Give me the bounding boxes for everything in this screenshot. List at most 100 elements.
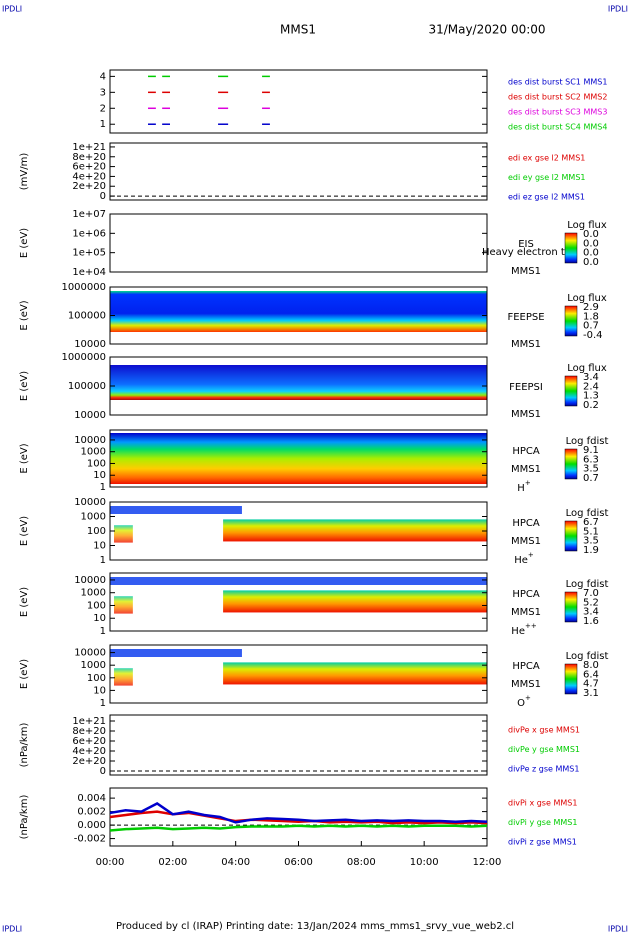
colorbar-title: Log flux	[567, 220, 607, 231]
corner-label: IPDLI	[608, 5, 628, 14]
y-tick-label: 1000	[81, 660, 106, 671]
x-tick-label: 02:00	[158, 857, 187, 868]
data-line	[109, 824, 488, 832]
y-axis-label: (mV/m)	[19, 153, 30, 191]
colorbar-tick-label: 5.2	[583, 597, 599, 608]
note: Heavy electron to	[482, 247, 571, 258]
species: H	[517, 483, 525, 494]
instrument-label: HPCA	[512, 661, 540, 672]
panel-frame	[109, 714, 488, 776]
species: He	[514, 555, 528, 566]
colorbar-title: Log fdist	[566, 651, 609, 662]
instrument-label: FEEPSE	[507, 312, 544, 323]
y-tick-label: 1e+04	[72, 267, 106, 278]
colorbar-tick-label: 0.0	[583, 257, 599, 268]
spacecraft-label: MMS1	[511, 679, 541, 690]
y-tick-label: 100	[87, 458, 106, 469]
y-tick-label: 1e+07	[72, 209, 106, 220]
x-tick-label: 12:00	[473, 857, 502, 868]
colorbar-tick-label: 8.0	[583, 660, 599, 671]
colorbar-tick-label: 5.1	[583, 526, 599, 537]
y-tick-label: 1000	[81, 447, 106, 458]
y-tick-label: 10000	[74, 410, 106, 421]
y-tick-label: 100000	[68, 381, 106, 392]
colorbar	[564, 232, 578, 264]
spacecraft-label: MMS1	[511, 409, 541, 420]
colorbar-tick-label: 9.1	[583, 445, 599, 456]
legend-entry: divPe z gse MMS1	[508, 765, 579, 774]
legend-entry: divPe x gse MMS1	[508, 726, 580, 735]
spectrum-band	[110, 365, 487, 400]
instrument-label: HPCA	[512, 446, 540, 457]
colorbar-tick-label: 2.9	[583, 302, 599, 313]
species-label: H+	[517, 479, 531, 494]
y-axis-label: (nPa/km)	[19, 795, 30, 840]
data-line	[109, 802, 488, 824]
colorbar	[564, 520, 578, 552]
colorbar-tick-label: 7.0	[583, 588, 599, 599]
legend-entry: des dist burst SC2 MMS2	[508, 93, 607, 102]
y-axis-label: (nPa/km)	[19, 723, 30, 768]
y-axis-label: E (eV)	[19, 587, 30, 617]
spectrum-band	[114, 668, 133, 686]
colorbar-tick-label: 3.4	[583, 372, 599, 383]
spectrum-band	[223, 590, 487, 613]
spectrum-band	[110, 291, 487, 332]
y-tick-label: 10000	[74, 648, 106, 659]
legend-entry: des dist burst SC3 MMS3	[508, 108, 607, 117]
spacecraft-label: MMS1	[511, 607, 541, 618]
y-axis-label: E (eV)	[19, 228, 30, 258]
y-tick-label: 100	[87, 673, 106, 684]
colorbar-tick-label: 0.7	[583, 473, 599, 484]
colorbar-tick-label: 0.0	[583, 229, 599, 240]
y-tick-label: 2	[100, 103, 106, 114]
y-tick-label: 100	[87, 600, 106, 611]
colorbar-tick-label: 3.5	[583, 536, 599, 547]
panel-frame	[109, 213, 488, 273]
colorbar-tick-label: 4.7	[583, 679, 599, 690]
y-tick-label: 1e+05	[72, 248, 106, 259]
instrument-label: HPCA	[512, 589, 540, 600]
legend-entry: des dist burst SC4 MMS4	[508, 123, 607, 132]
colorbar-title: Log flux	[567, 363, 607, 374]
spacecraft-label: MMS1	[511, 536, 541, 547]
charge: +	[528, 551, 534, 559]
species-label: He+	[514, 551, 534, 566]
colorbar-title: Log fdist	[566, 579, 609, 590]
legend-entry: divPi y gse MMS1	[508, 818, 577, 827]
corner-label: IPDLI	[2, 925, 22, 934]
y-tick-label: 3	[100, 87, 106, 98]
x-tick-label: 08:00	[347, 857, 376, 868]
colorbar	[564, 375, 578, 407]
legend-entry: edi ez gse l2 MMS1	[508, 193, 585, 202]
y-axis-label: E (eV)	[19, 371, 30, 401]
corner-label: IPDLI	[608, 925, 628, 934]
colorbar-tick-label: 0.0	[583, 248, 599, 259]
colorbar	[564, 448, 578, 480]
y-tick-label: 2e+20	[72, 181, 106, 192]
date: 31/May/2020 00:00	[428, 23, 545, 37]
x-tick-label: 04:00	[221, 857, 250, 868]
panel-frame	[109, 69, 488, 134]
legend-entry: edi ey gse l2 MMS1	[508, 173, 586, 182]
colorbar-tick-label: 0.7	[583, 321, 599, 332]
x-tick-label: 06:00	[284, 857, 313, 868]
y-tick-label: 10	[93, 685, 106, 696]
colorbar-tick-label: 1.3	[583, 391, 599, 402]
y-tick-label: 8e+20	[72, 726, 106, 737]
species-label: He++	[511, 622, 537, 637]
species-label: O+	[517, 694, 531, 709]
spectrum-band	[223, 662, 487, 685]
instrument-label: EIS	[518, 239, 534, 250]
y-tick-label: 4e+20	[72, 171, 106, 182]
y-tick-label: 10000	[74, 575, 106, 586]
colorbar-tick-label: 6.4	[583, 669, 599, 680]
y-tick-label: 1e+21	[72, 142, 106, 153]
x-tick-label: 00:00	[96, 857, 125, 868]
y-axis-label: E (eV)	[19, 443, 30, 473]
instrument-label: HPCA	[512, 518, 540, 529]
species: O	[517, 698, 525, 709]
colorbar-tick-label: 2.4	[583, 381, 599, 392]
panel-frame	[109, 142, 488, 201]
